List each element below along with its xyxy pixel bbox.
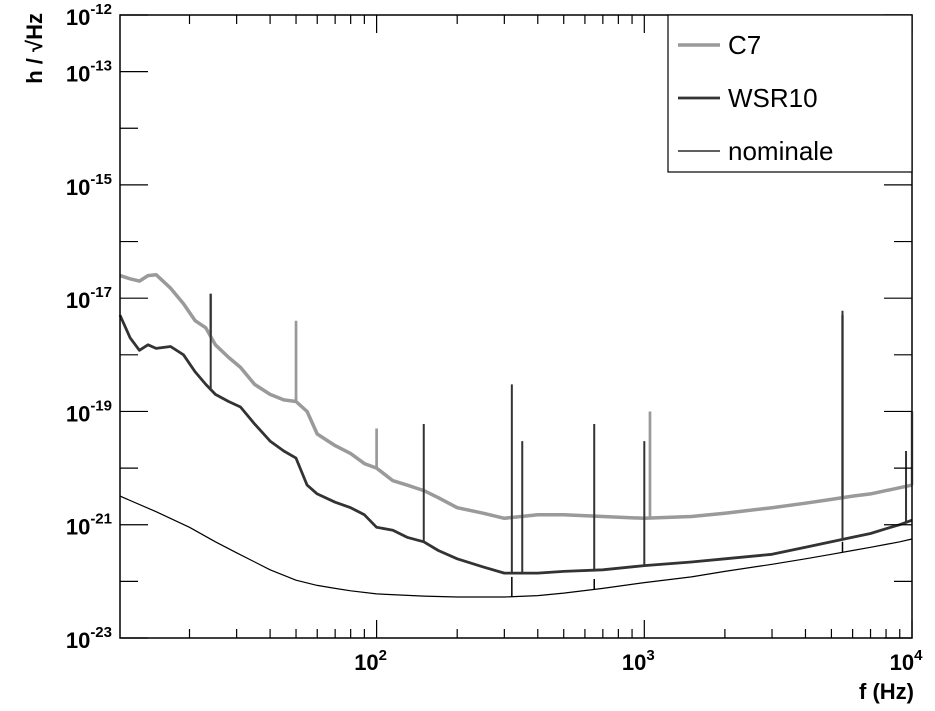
y-tick-label: 10-21 xyxy=(66,511,112,540)
x-axis-title: f (Hz) xyxy=(859,679,914,704)
series-line-nominale xyxy=(119,495,913,598)
y-tick-label: 10-15 xyxy=(66,171,112,200)
axes-layer: 102 103 104 10-23 10-21 10-19 10-17 10-15 10-13 1… xyxy=(66,1,923,675)
x-tick-label: 102 xyxy=(354,647,387,675)
y-axis-title: h / √Hz xyxy=(22,13,47,84)
y-tick-label: 10-13 xyxy=(66,58,112,87)
y-tick-label: 10-12 xyxy=(66,1,112,30)
legend-label-wsr10: WSR10 xyxy=(728,83,818,113)
series-line-c7 xyxy=(119,272,913,521)
x-tick-label: 104 xyxy=(890,647,923,675)
x-tick-label: 103 xyxy=(622,647,655,675)
legend-box xyxy=(667,14,913,173)
series-line-wsr10 xyxy=(118,314,913,575)
legend-label-c7: C7 xyxy=(728,30,761,60)
y-tick-label: 10-17 xyxy=(66,284,112,313)
plot-frame xyxy=(119,14,913,639)
legend: C7 WSR10 nominale xyxy=(667,14,913,173)
y-tick-label: 10-23 xyxy=(66,624,112,653)
series-layer xyxy=(118,272,914,598)
legend-label-nominale: nominale xyxy=(728,136,834,166)
y-tick-label: 10-19 xyxy=(66,397,112,426)
